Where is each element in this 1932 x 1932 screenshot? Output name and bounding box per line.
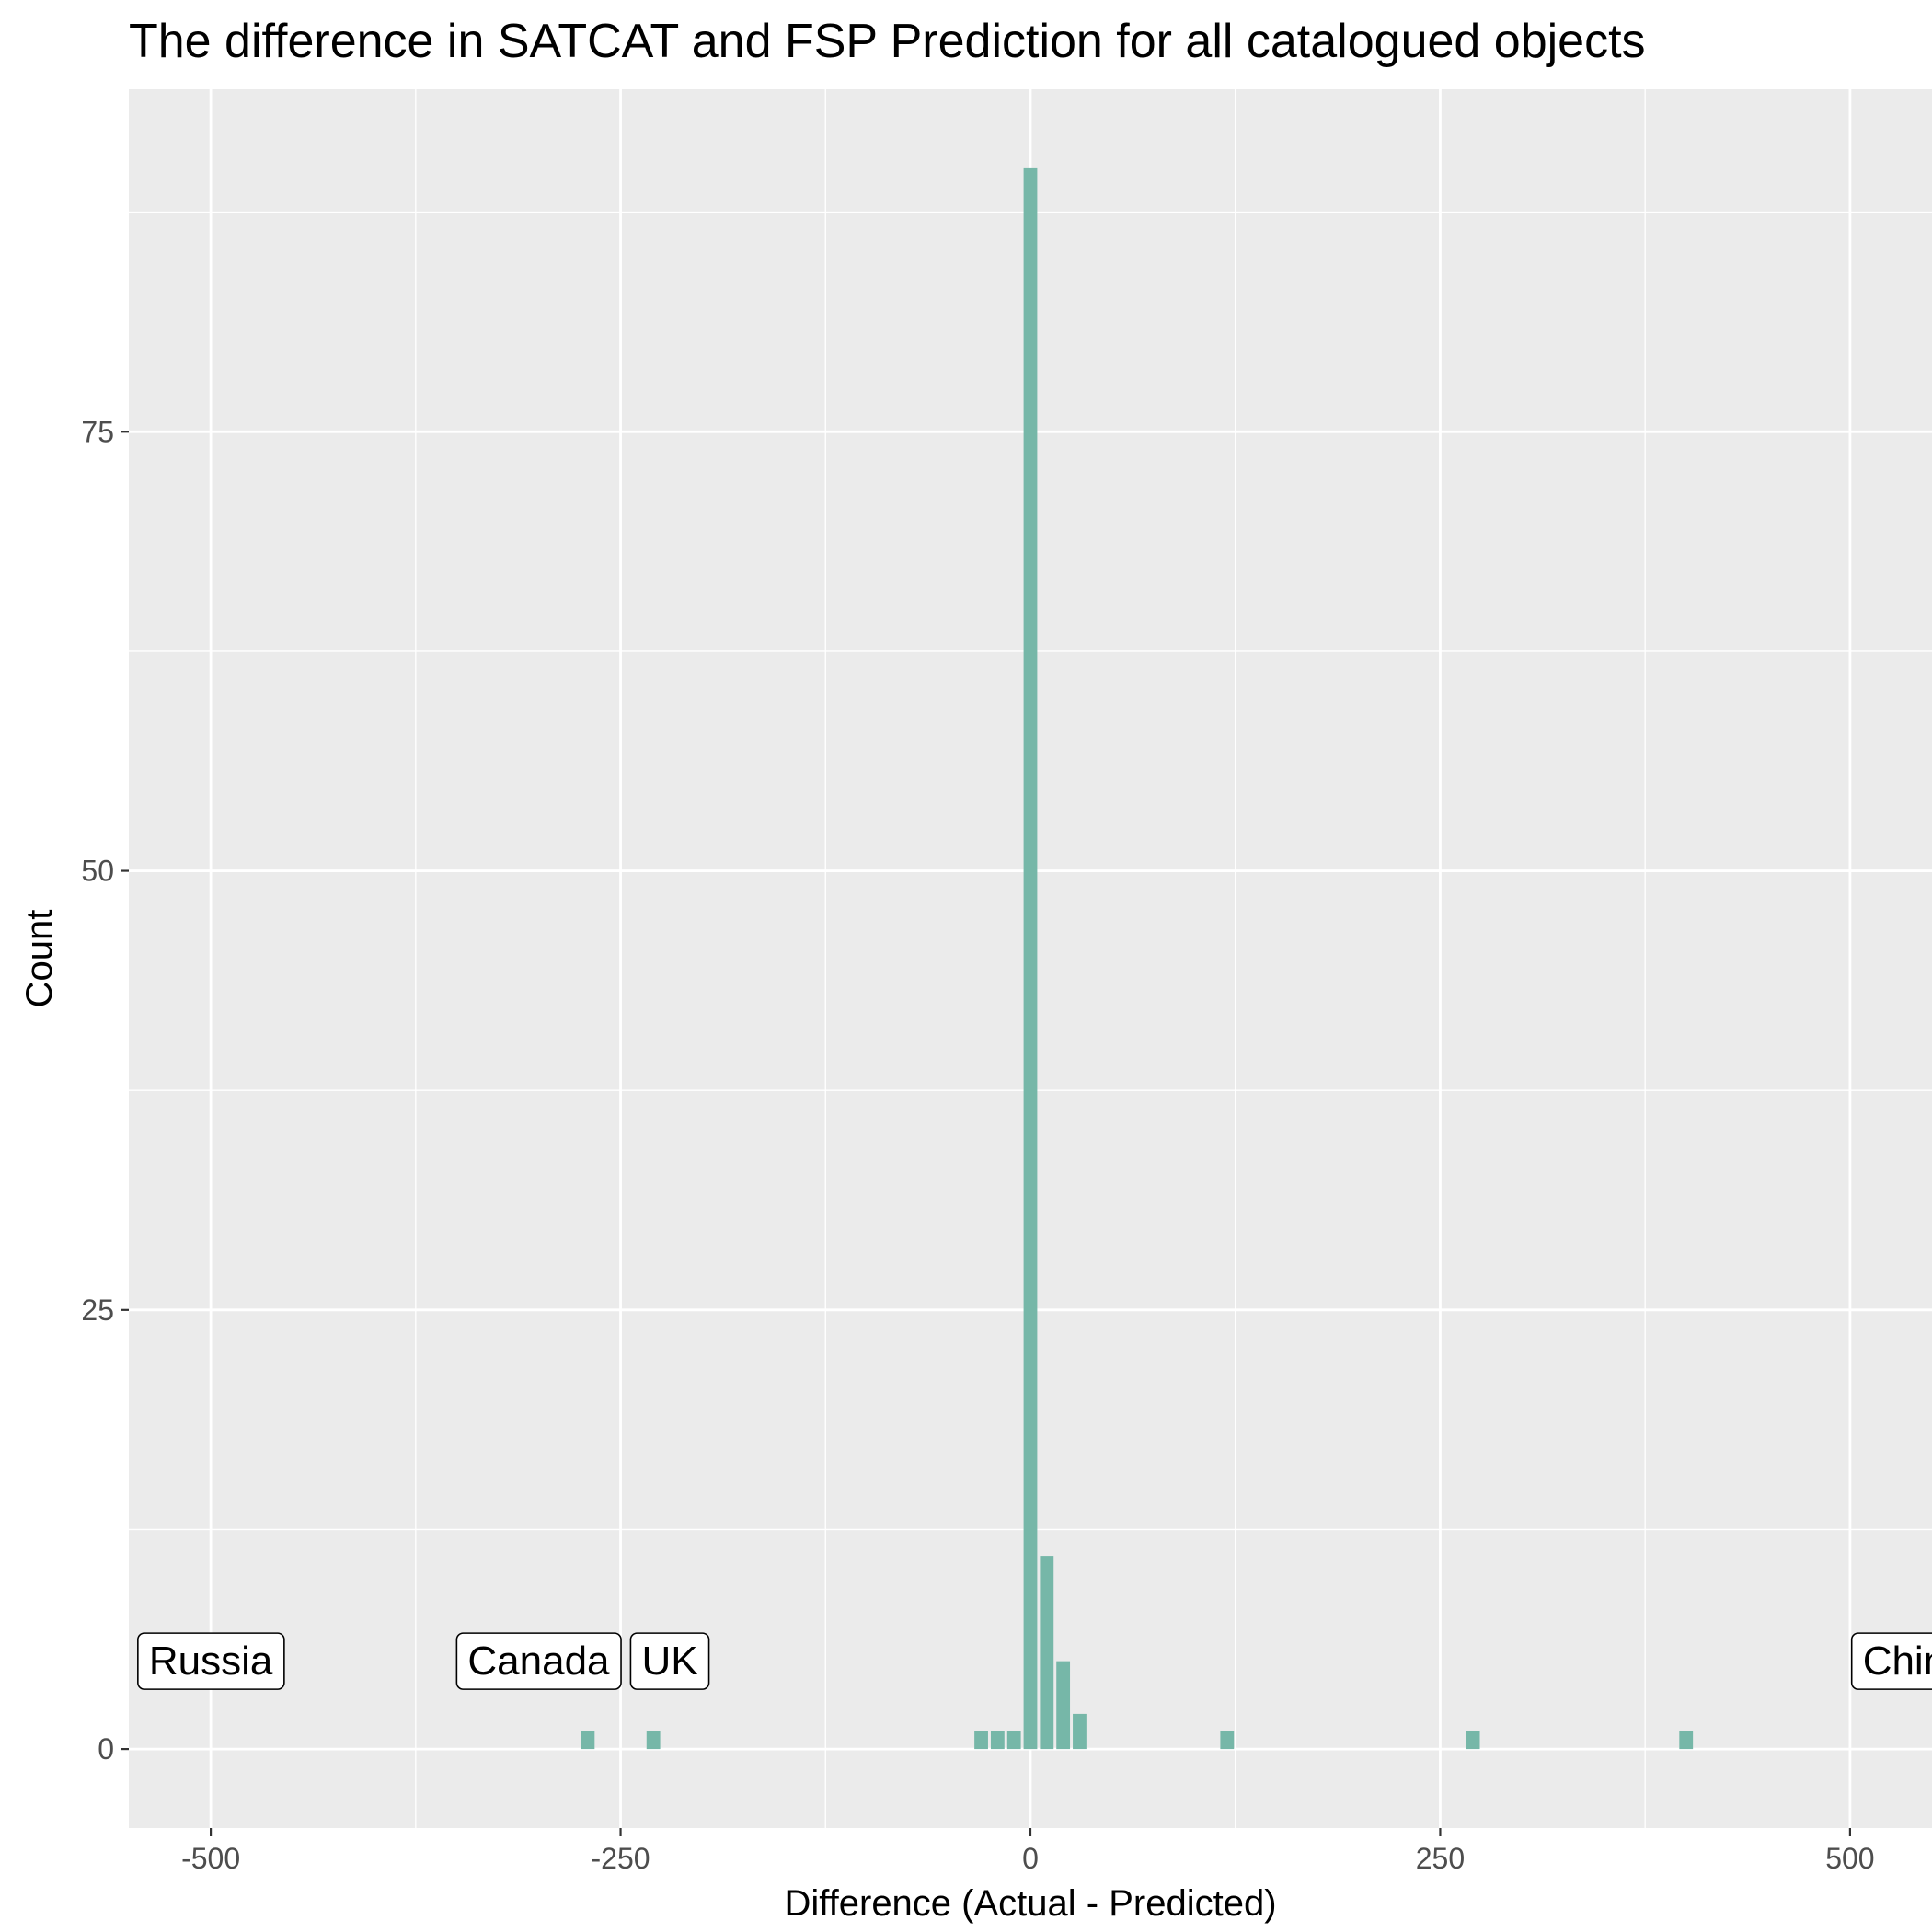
- histogram-bar: [581, 1731, 595, 1750]
- annotation-label: China: [1850, 1632, 1932, 1690]
- x-tick-label: 500: [1825, 1842, 1874, 1875]
- y-tick-label: 50: [81, 855, 114, 888]
- y-tick-label: 75: [81, 415, 114, 448]
- chart-title: The difference in SATCAT and FSP Predict…: [129, 15, 1646, 68]
- x-tick-label: -250: [592, 1842, 650, 1875]
- histogram-bar: [1220, 1731, 1235, 1750]
- y-axis: 0 25 50 75: [81, 415, 129, 1765]
- histogram-bar: [1040, 1556, 1054, 1750]
- x-tick-label: 0: [1022, 1842, 1039, 1875]
- annotation-box: [629, 1632, 710, 1690]
- annotation-label: Russia: [137, 1632, 285, 1690]
- annotation-box: [137, 1632, 285, 1690]
- annotation-box: [455, 1632, 622, 1690]
- annotation-text: Canada: [467, 1639, 610, 1684]
- annotation-text: Russia: [149, 1639, 273, 1684]
- annotation-text: UK: [641, 1639, 697, 1684]
- x-axis: -500 -250 0 250 500: [181, 1828, 1875, 1875]
- histogram-bar: [974, 1731, 988, 1750]
- annotation-text: China: [1863, 1639, 1932, 1684]
- histogram-bar: [1056, 1661, 1071, 1750]
- x-axis-title: Difference (Actual - Predicted): [784, 1883, 1276, 1924]
- x-tick-label: 250: [1416, 1842, 1465, 1875]
- histogram-bar: [646, 1731, 661, 1750]
- annotation-label: UK: [629, 1632, 710, 1690]
- histogram-bar: [1466, 1731, 1480, 1750]
- annotation-label: Canada: [455, 1632, 622, 1690]
- annotation-box: [1850, 1632, 1932, 1690]
- y-tick-label: 0: [98, 1732, 114, 1765]
- histogram-bars: [581, 167, 1694, 1750]
- histogram-bar: [1006, 1731, 1021, 1750]
- histogram-bar: [1679, 1731, 1694, 1750]
- x-tick-label: -500: [181, 1842, 240, 1875]
- histogram-bar: [1073, 1713, 1087, 1750]
- y-tick-label: 25: [81, 1294, 114, 1327]
- histogram-bar: [990, 1731, 1005, 1750]
- annotation-labels: Russia Canada UK China: [137, 1632, 1932, 1690]
- y-axis-title: Count: [19, 910, 60, 1008]
- histogram-bar: [1023, 167, 1038, 1750]
